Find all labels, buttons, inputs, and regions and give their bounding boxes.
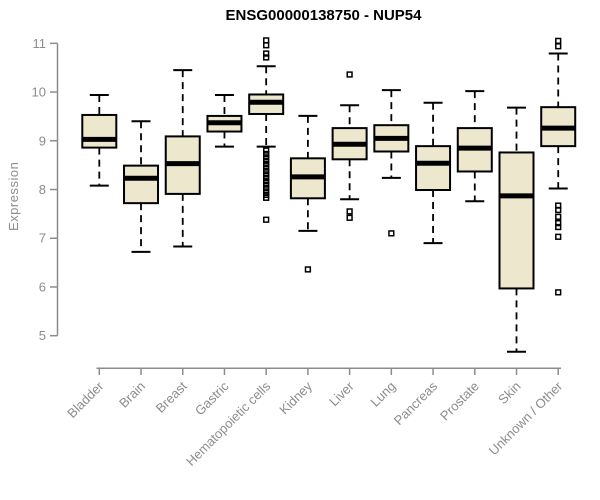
boxplot-prostate [456,90,493,203]
outlier-point [263,194,270,201]
outlier-point [555,43,562,50]
outlier-point [555,37,562,45]
x-tick-label: Gastric [192,378,232,418]
x-tick-label: Skin [495,379,523,407]
y-tick-label: 11 [33,36,47,51]
outlier-point [555,219,562,227]
boxplot-hematopoietic-cells [248,37,285,223]
x-tick-label: Unknown / Other [486,378,566,458]
boxplot-brain [123,120,160,253]
y-tick-label: 9 [39,133,46,148]
boxplot-liver [331,71,368,221]
x-tick-label: Pancreas [391,378,441,428]
x-tick-label: Breast [153,378,190,415]
outlier-point [555,223,562,231]
boxplot-lung [373,89,410,237]
outlier-point [263,188,270,195]
outlier-point [346,71,353,78]
outlier-point [263,54,270,61]
outlier-point [263,181,270,188]
x-tick-label: Prostate [437,379,482,424]
outlier-point [555,233,562,240]
x-tick-label: Liver [326,378,357,409]
outlier-point [263,184,270,192]
outlier-point [263,174,270,181]
outlier-point [388,230,395,237]
outlier-point [263,171,270,178]
y-tick-label: 6 [39,279,46,294]
iqr-box [415,145,452,191]
x-tick-label: Lung [367,379,398,410]
y-tick-label: 7 [39,231,46,246]
boxplot-skin [498,106,535,353]
outlier-point [263,164,270,171]
x-tick-label: Bladder [64,378,107,421]
boxplot-unknown-other [540,37,577,296]
boxplot-gastric [206,93,243,148]
outlier-point [263,154,270,161]
y-tick-label: 10 [32,85,46,100]
outlier-point [346,214,353,221]
outlier-point [263,161,270,168]
iqr-box [498,151,535,290]
outlier-point [263,42,270,49]
x-tick-label: Brain [116,379,148,411]
boxplot-bladder [81,93,118,187]
outlier-point [263,167,270,175]
outlier-point [304,266,312,273]
outlier-point [555,206,562,214]
y-axis: 5 6 7 8 9 10 11 [32,36,59,343]
outlier-point [555,213,562,220]
outlier-point [555,289,562,296]
y-tick-label: 8 [39,182,46,197]
outlier-point [263,178,270,185]
boxplot-pancreas [415,101,452,245]
outlier-point [263,216,270,223]
outlier-point [263,150,270,158]
iqr-box [81,113,118,149]
x-tick-label: Kidney [276,378,315,417]
chart-title: ENSG00000138750 - NUP54 [225,7,422,24]
boxplot-breast [164,69,201,248]
y-tick-label: 5 [39,328,46,343]
boxplot-kidney [289,114,326,273]
outlier-point [346,208,353,215]
outlier-point [263,37,270,44]
outlier-point [263,50,270,57]
outlier-point [263,157,270,164]
outlier-point [263,147,270,154]
iqr-box [123,164,160,205]
